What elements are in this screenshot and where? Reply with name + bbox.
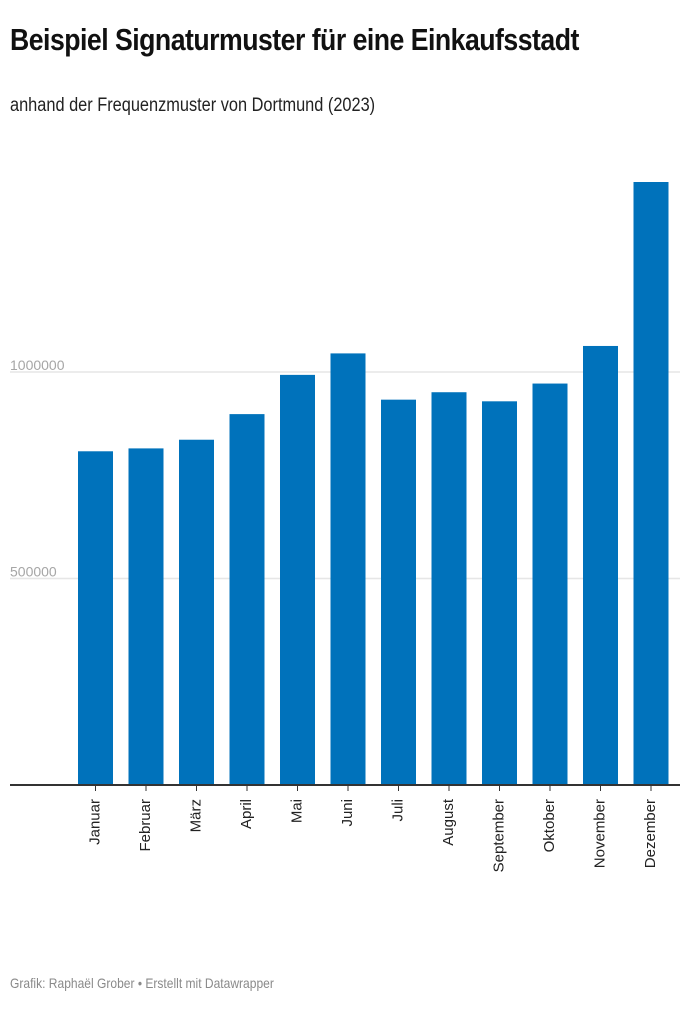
x-axis: [10, 784, 680, 791]
y-axis-tick-labels: 500000 1000000: [10, 357, 65, 580]
x-tick-label-januar: Januar: [86, 799, 103, 845]
bar-april: [229, 414, 265, 785]
bar-mai: [280, 374, 315, 785]
bar-oktober: [532, 383, 568, 785]
x-tick-label-märz: März: [187, 799, 204, 832]
bar-juli: [381, 399, 416, 785]
bar-juni: [330, 353, 366, 785]
bar-september: [482, 401, 517, 785]
chart-credit: Grafik: Raphaël Grober • Erstellt mit Da…: [10, 975, 274, 991]
bars: [78, 182, 669, 785]
x-tick-label-september: September: [490, 799, 507, 872]
bar-januar: [78, 451, 113, 785]
x-tick-label-dezember: Dezember: [642, 799, 659, 868]
x-tick-label-oktober: Oktober: [541, 799, 558, 852]
chart-title: Beispiel Signaturmuster für eine Einkauf…: [10, 22, 579, 57]
y-tick-label-500000: 500000: [10, 563, 57, 579]
bar-november: [583, 345, 618, 785]
x-tick-label-juni: Juni: [339, 799, 356, 827]
x-tick-label-juli: Juli: [389, 799, 406, 822]
x-axis-category-labels: Januar Februar März April Mai Juni Juli August S…: [86, 798, 659, 872]
bar-februar: [128, 448, 164, 785]
x-tick-label-mai: Mai: [288, 799, 305, 823]
x-tick-label-april: April: [238, 799, 255, 829]
chart-subtitle: anhand der Frequenzmuster von Dortmund (…: [10, 95, 376, 116]
x-tick-label-august: August: [440, 798, 457, 846]
y-tick-label-1000000: 1000000: [10, 357, 65, 373]
x-tick-label-februar: Februar: [137, 799, 154, 852]
bar-märz: [179, 439, 214, 785]
bar-august: [431, 392, 467, 785]
bar-dezember: [633, 182, 669, 785]
x-tick-label-november: November: [591, 799, 608, 868]
